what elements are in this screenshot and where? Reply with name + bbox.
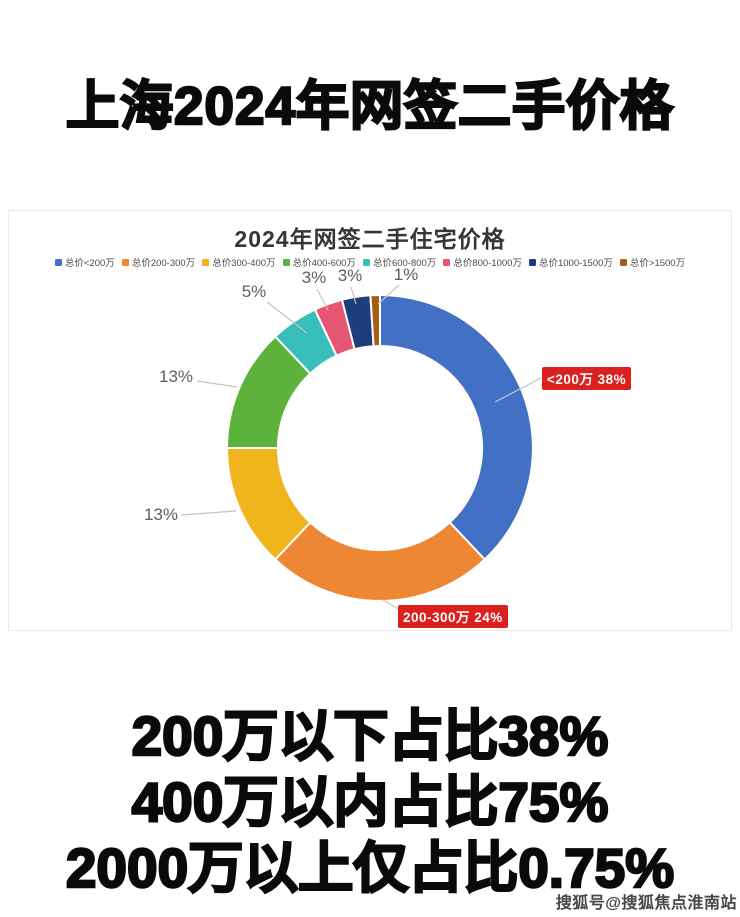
chart-title: 2024年网签二手住宅价格 xyxy=(234,226,506,252)
chart-legend: 总价<200万 总价200-300万 总价300-400万 总价400-600万 总价6… xyxy=(9,255,731,269)
legend-item-1[interactable]: 总价<200万 xyxy=(54,255,115,269)
legend-item-4[interactable]: 总价400-600万 xyxy=(282,255,356,269)
legend-label: 总价600-800万 xyxy=(372,258,437,269)
legend-bullet xyxy=(528,258,536,266)
legend-bullet xyxy=(362,258,370,266)
donut-slice-2[interactable] xyxy=(274,521,486,602)
legend-bullet xyxy=(54,258,62,266)
summary-block: 200万以下占比38% 400万以内占比75% 2000万以上仅占比0.75% xyxy=(0,703,740,901)
summary-line-1: 200万以下占比38% xyxy=(130,704,609,768)
donut-slice-1[interactable] xyxy=(379,294,534,561)
legend-label: 总价200-300万 xyxy=(131,258,196,269)
donut-chart: 13% 13% 5% 3% 3% 1% xyxy=(144,265,542,614)
leader-line xyxy=(494,377,542,403)
pct-label: 3% xyxy=(302,268,327,287)
leader-line xyxy=(180,510,237,516)
pct-label: 5% xyxy=(242,282,267,301)
legend-bullet xyxy=(282,258,290,266)
legend-item-5[interactable]: 总价600-800万 xyxy=(362,255,437,269)
legend-bullet xyxy=(202,258,210,266)
summary-line-3: 2000万以上仅占比0.75% xyxy=(65,836,676,900)
legend-label: 总价300-400万 xyxy=(212,258,276,269)
main-title: 上海2024年网签二手价格 xyxy=(65,77,674,136)
pct-label: 3% xyxy=(338,266,363,285)
callout-label-200-300: 200-300万 24% xyxy=(398,605,508,628)
legend-bullet xyxy=(619,258,627,266)
leader-line xyxy=(196,380,238,388)
legend-item-8[interactable]: 总价>1500万 xyxy=(619,255,686,269)
legend-item-6[interactable]: 总价800-1000万 xyxy=(443,255,522,269)
legend-item-2[interactable]: 总价200-300万 xyxy=(121,255,196,269)
legend-item-7[interactable]: 总价1000-1500万 xyxy=(528,255,613,269)
donut-slice-8[interactable] xyxy=(369,293,381,348)
leader-line xyxy=(350,286,357,305)
pct-label: 13% xyxy=(144,505,178,524)
leader-line xyxy=(266,301,308,334)
legend-label: 总价400-600万 xyxy=(292,258,356,269)
pct-label: 13% xyxy=(159,367,193,386)
legend-item-3[interactable]: 总价300-400万 xyxy=(202,255,276,269)
summary-line-2: 400万以内占比75% xyxy=(130,770,609,834)
chart-panel: 13% 13% 5% 3% 3% 1% 2024年网签二手住宅价格 总价<200万 总价20… xyxy=(8,210,732,631)
callout-label-under-200: <200万 38% xyxy=(542,367,632,390)
watermark: 搜狐号@搜狐焦点淮南站 xyxy=(555,895,737,912)
legend-label: 总价>1500万 xyxy=(629,258,686,269)
legend-label: 总价1000-1500万 xyxy=(538,258,613,269)
legend-label: 总价<200万 xyxy=(64,258,115,269)
pct-label: 1% xyxy=(394,265,419,284)
leader-line xyxy=(316,288,329,311)
legend-bullet xyxy=(443,258,451,266)
leader-line xyxy=(377,284,400,305)
legend-label: 总价800-1000万 xyxy=(453,258,522,269)
legend-bullet xyxy=(121,258,129,266)
